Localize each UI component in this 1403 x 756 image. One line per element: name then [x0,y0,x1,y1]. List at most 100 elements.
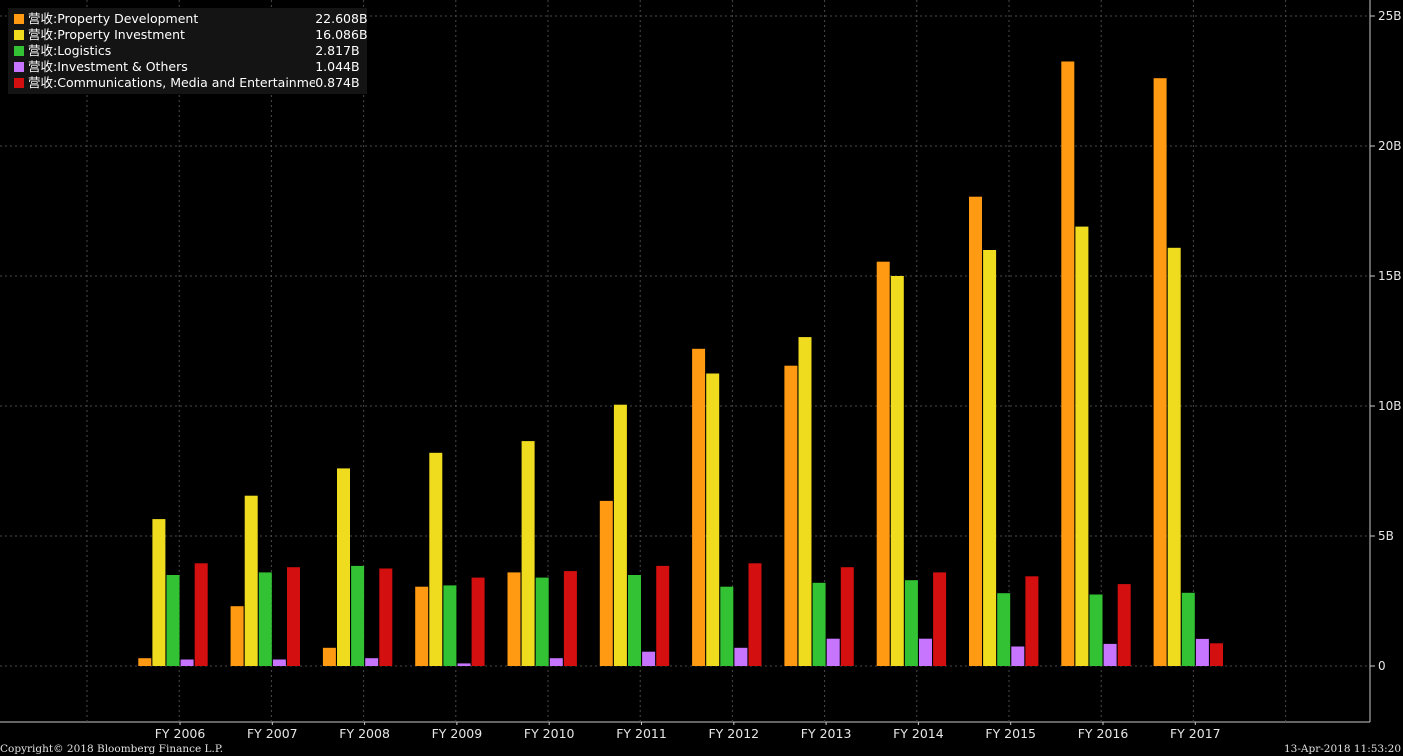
bar [138,658,152,666]
bar [194,563,208,666]
bar [1089,594,1103,666]
y-tick-label: 10B [1378,399,1402,413]
legend-prefix: 营收: [28,43,58,58]
legend-item-logistics[interactable]: 营收: Logistics 2.817B [14,43,361,59]
bar [379,568,393,666]
bar [549,658,563,666]
bar [919,638,932,666]
x-tick-label: FY 2017 [1170,726,1221,741]
bar [904,580,918,666]
legend-item-property-investment[interactable]: 营收: Property Investment 16.086B [14,27,368,43]
x-tick-label: FY 2007 [247,726,298,741]
bar [969,196,982,666]
bar [826,638,840,666]
x-tick-label: FY 2010 [524,726,575,741]
bar [272,659,286,666]
bar [692,348,706,666]
bar [535,577,549,666]
bar [351,565,365,666]
bar [1061,61,1075,666]
bar [429,452,443,666]
x-tick-label: FY 2006 [155,726,206,741]
y-tick-label: 0 [1378,659,1386,673]
bar [1117,584,1131,666]
legend-item-property-development[interactable]: 营收: Property Development 22.608B [14,11,368,27]
legend-prefix: 营收: [28,75,58,90]
bar [152,519,166,666]
bar [734,647,748,666]
bar [1167,247,1181,667]
bar [507,572,521,666]
bar [337,468,350,666]
legend-label: Investment & Others [57,59,188,74]
bar [457,663,471,666]
legend-label: Logistics [57,43,112,58]
bar [599,500,613,666]
bar [933,572,947,666]
legend-label: Property Investment [57,27,185,42]
legend-item-investment-others[interactable]: 营收: Investment & Others 1.044B [14,59,361,75]
bar [365,658,379,666]
legend-swatch [14,14,24,24]
bar [1075,226,1089,666]
bar [244,495,258,666]
y-tick-label: 15B [1378,269,1402,283]
bar [1153,78,1167,666]
y-tick-label: 25B [1378,9,1402,23]
legend-swatch [14,78,24,88]
x-tick-label: FY 2016 [1078,726,1129,741]
legend-swatch [14,30,24,40]
bar [983,250,997,666]
bar [628,575,641,666]
legend-value: 22.608B [315,11,368,26]
x-tick-label: FY 2015 [985,726,1036,741]
bar [1195,638,1209,666]
legend-swatch [14,46,24,56]
bar [322,647,336,666]
bar [840,567,854,666]
bar [563,571,577,666]
bar [471,577,485,666]
bar [656,565,670,666]
y-tick-label: 20B [1378,139,1402,153]
bar [180,659,194,666]
legend-label: Property Development [57,11,199,26]
legend-item-communications-media[interactable]: 营收: Communications, Media and Entertainm… [14,75,361,91]
x-tick-label: FY 2012 [708,726,759,741]
bar [1025,576,1039,666]
x-tick-label: FY 2014 [893,726,944,741]
bar [720,586,734,666]
chart-legend: 营收: Property Development 22.608B 营收: Pro… [8,8,368,94]
bar [230,606,244,666]
legend-value: 0.874B [315,75,360,90]
bar [890,276,904,666]
bar [997,593,1011,666]
legend-label: Communications, Media and Entertainment [57,75,316,90]
timestamp-text: 13-Apr-2018 11:53:20 [1284,743,1401,755]
bar [1011,646,1025,666]
bar [1103,643,1117,666]
bar [748,563,762,666]
bar [258,572,272,666]
bar [443,585,457,666]
bar [287,567,300,666]
legend-prefix: 营收: [28,59,58,74]
legend-prefix: 营收: [28,11,58,26]
copyright-text: Copyright© 2018 Bloomberg Finance L.P. [0,743,224,755]
bar [798,337,812,666]
legend-value: 1.044B [315,59,360,74]
x-tick-label: FY 2009 [432,726,483,741]
bar [876,261,890,666]
bar [521,441,535,666]
bar [706,373,720,666]
bar [166,575,180,666]
bar [642,651,656,666]
bar [415,586,429,666]
bar [613,404,627,666]
x-tick-label: FY 2013 [801,726,852,741]
legend-swatch [14,62,24,72]
legend-value: 16.086B [315,27,368,42]
bar [1181,592,1195,666]
y-tick-label: 5B [1378,529,1394,543]
